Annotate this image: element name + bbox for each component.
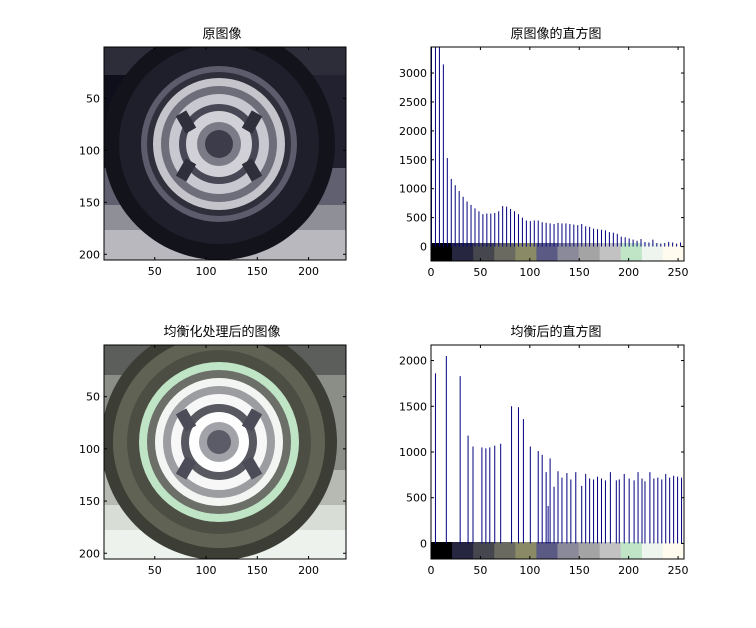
x-tick-label: 50: [473, 564, 487, 577]
x-tick-label: 250: [668, 266, 689, 279]
x-tick-label: 200: [618, 266, 639, 279]
x-tick-label: 50: [473, 266, 487, 279]
x-tick-label: 150: [569, 564, 590, 577]
y-tick-label: 150: [79, 196, 100, 209]
colorbar-segment: [536, 542, 558, 559]
x-tick-label: 0: [428, 564, 435, 577]
x-tick-label: 200: [618, 564, 639, 577]
colorbar-segment: [473, 542, 495, 559]
x-tick-label: 100: [519, 564, 540, 577]
colorbar-segment: [431, 243, 453, 261]
y-tick-label: 1500: [399, 154, 427, 167]
y-tick-label: 100: [79, 144, 100, 157]
x-tick-label: 150: [247, 564, 268, 577]
y-tick-label: 2000: [399, 125, 427, 138]
colorbar-segment: [536, 243, 558, 261]
y-tick-label: 50: [86, 92, 100, 105]
x-tick-label: 100: [196, 265, 217, 278]
x-tick-label: 150: [247, 265, 268, 278]
original-image-ticks: 50 100 150 200 50 100 150 200: [79, 47, 346, 278]
y-tick-label: 500: [406, 492, 427, 505]
x-tick-label: 0: [428, 266, 435, 279]
colorbar-segment: [578, 542, 601, 559]
colorbar-segment: [662, 542, 685, 559]
colorbar-segment: [662, 243, 685, 261]
y-tick-label: 200: [79, 248, 100, 261]
original-histogram-title: 原图像的直方图: [510, 26, 601, 42]
axes-frame: [430, 46, 685, 262]
colorbar-segment: [557, 243, 580, 261]
original-image-title: 原图像: [202, 27, 241, 42]
original-histogram-panel: 原图像的直方图 0 50 100 150 200 25005001000150020002…: [399, 26, 689, 279]
x-tick-label: 250: [668, 564, 689, 577]
equalized-image-title: 均衡化处理后的图像: [163, 324, 280, 340]
colorbar-segment: [620, 542, 643, 559]
original-image: [104, 47, 346, 260]
colorbar-segment: [494, 243, 516, 261]
colorbar-segment: [473, 243, 495, 261]
x-tick-label: 150: [569, 266, 590, 279]
x-tick-label: 50: [148, 564, 162, 577]
y-tick-label: 200: [79, 547, 100, 560]
x-tick-label: 200: [298, 564, 319, 577]
y-tick-label: 100: [79, 443, 100, 456]
colorbar-segment: [452, 542, 474, 559]
y-tick-label: 0: [420, 537, 427, 550]
x-tick-label: 100: [519, 266, 540, 279]
y-tick-label: 3000: [399, 67, 427, 80]
equalized-histogram-title: 均衡后的直方图: [510, 324, 601, 340]
equalized-image: [104, 345, 346, 559]
y-tick-label: 1000: [399, 183, 427, 196]
x-tick-label: 50: [148, 265, 162, 278]
equalized-histogram-panel: 均衡后的直方图 0 50 100 150 200 250 0 500 1000 1500 2000: [399, 324, 689, 577]
colorbar-segment: [620, 243, 643, 261]
x-tick-label: 100: [196, 564, 217, 577]
y-tick-label: 50: [86, 391, 100, 404]
colorbar-segment: [452, 243, 474, 261]
y-tick-label: 2000: [399, 355, 427, 368]
y-tick-label: 1000: [399, 446, 427, 459]
y-tick-label: 150: [79, 495, 100, 508]
colorbar-segment: [515, 542, 537, 559]
equalized-histogram: 0 50 100 150 200 250 0 500 1000 1500 2000: [399, 344, 689, 577]
colorbar-segment: [431, 542, 453, 559]
colorbar-segment: [599, 243, 622, 261]
x-tick-label: 200: [298, 265, 319, 278]
colorbar-segment: [494, 542, 516, 559]
y-tick-label: 0: [420, 241, 427, 254]
equalized-image-ticks: 50 100 150 200 50 100 150 200: [79, 345, 346, 577]
colorbar-segment: [599, 542, 622, 559]
y-tick-label: 500: [406, 212, 427, 225]
colorbar-segment: [641, 542, 664, 559]
colorbar-segment: [557, 542, 580, 559]
y-tick-label: 1500: [399, 400, 427, 413]
colorbar-segment: [641, 243, 664, 261]
colorbar-segment: [578, 243, 601, 261]
y-tick-label: 2500: [399, 96, 427, 109]
original-image-panel: 原图像 50 100 150 200 50 100 150 200: [79, 27, 347, 278]
colorbar-segment: [515, 243, 537, 261]
